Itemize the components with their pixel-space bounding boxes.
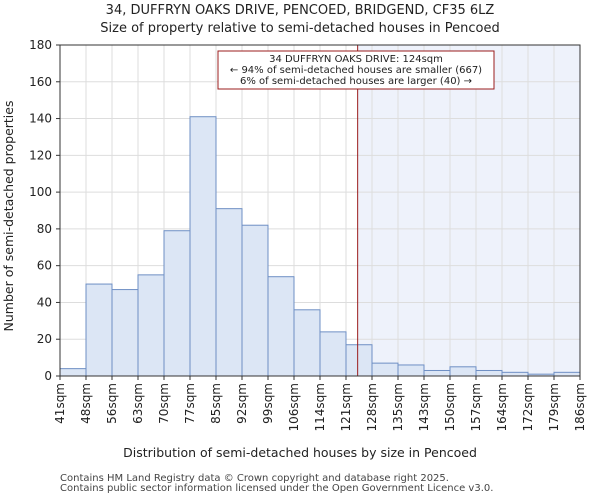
histogram-bar	[137, 274, 165, 377]
y-tick-label: 0	[44, 369, 52, 383]
histogram-bar	[215, 208, 243, 377]
y-tick-label: 120	[29, 148, 52, 162]
y-tick-label: 20	[37, 332, 52, 346]
histogram-bar	[59, 368, 87, 377]
annotation-box-frame	[217, 50, 495, 90]
histogram-bar	[189, 116, 217, 377]
histogram-bar	[423, 369, 451, 377]
x-tick-label: 186sqm	[573, 383, 587, 431]
x-tick-label: 106sqm	[287, 383, 301, 431]
x-tick-label: 128sqm	[365, 383, 379, 431]
x-tick-label: 99sqm	[261, 383, 275, 424]
x-tick-label: 48sqm	[79, 383, 93, 424]
x-tick-label: 121sqm	[339, 383, 353, 431]
y-axis-ticks: 0 20 40 60 80 100 120 140 160 180	[29, 38, 60, 383]
histogram-bar	[293, 309, 321, 377]
histogram-bar	[371, 362, 399, 377]
x-tick-label: 114sqm	[313, 383, 327, 431]
x-tick-label: 172sqm	[521, 383, 535, 431]
footer-copyright: Contains HM Land Registry data © Crown c…	[60, 473, 449, 484]
y-tick-label: 140	[29, 112, 52, 126]
annotation-line-2: ← 94% of semi-detached houses are smalle…	[230, 65, 482, 76]
histogram-bar	[397, 364, 425, 377]
histogram-bar	[163, 230, 191, 377]
x-tick-label: 143sqm	[417, 383, 431, 431]
annotation-box: 34 DUFFRYN OAKS DRIVE: 124sqm ← 94% of s…	[217, 50, 495, 90]
x-tick-label: 150sqm	[443, 383, 457, 431]
larger-region-shade	[357, 45, 580, 376]
histogram-bar	[319, 331, 347, 377]
x-tick-label: 77sqm	[183, 383, 197, 424]
y-tick-label: 60	[37, 259, 52, 273]
x-tick-label: 56sqm	[105, 383, 119, 424]
x-tick-label: 41sqm	[53, 383, 67, 424]
histogram-bar	[85, 283, 113, 377]
histogram-bar	[553, 371, 581, 377]
x-tick-label: 63sqm	[131, 383, 145, 424]
annotation-line-3: 6% of semi-detached houses are larger (4…	[240, 76, 472, 87]
x-axis-label: Distribution of semi-detached houses by …	[123, 445, 477, 460]
x-tick-label: 135sqm	[391, 383, 405, 431]
x-tick-label: 164sqm	[495, 383, 509, 431]
x-tick-label: 70sqm	[157, 383, 171, 424]
y-tick-label: 160	[29, 75, 52, 89]
histogram-bar	[475, 369, 503, 377]
chart-title: 34, DUFFRYN OAKS DRIVE, PENCOED, BRIDGEN…	[106, 3, 495, 18]
x-axis-ticks: 41sqm 48sqm 56sqm 63sqm 70sqm 77sqm 85sqm 92sqm…	[53, 376, 587, 431]
annotation-line-1: 34 DUFFRYN OAKS DRIVE: 124sqm	[269, 54, 443, 65]
x-tick-label: 85sqm	[209, 383, 223, 424]
y-axis-label: Number of semi-detached properties	[1, 101, 16, 332]
histogram-bar	[267, 276, 295, 377]
x-tick-label: 157sqm	[469, 383, 483, 431]
chart-subtitle: Size of property relative to semi-detach…	[100, 21, 500, 36]
footer-licence: Contains public sector information licen…	[60, 483, 494, 494]
y-tick-label: 180	[29, 38, 52, 52]
histogram-bar	[501, 371, 529, 377]
y-tick-label: 40	[37, 295, 52, 309]
histogram-bar	[241, 224, 269, 377]
histogram-bar	[345, 344, 373, 377]
y-tick-label: 100	[29, 185, 52, 199]
histogram-bar	[449, 366, 477, 377]
y-tick-label: 80	[37, 222, 52, 236]
histogram-bar	[111, 289, 139, 377]
x-tick-label: 179sqm	[547, 383, 561, 431]
x-tick-label: 92sqm	[235, 383, 249, 424]
